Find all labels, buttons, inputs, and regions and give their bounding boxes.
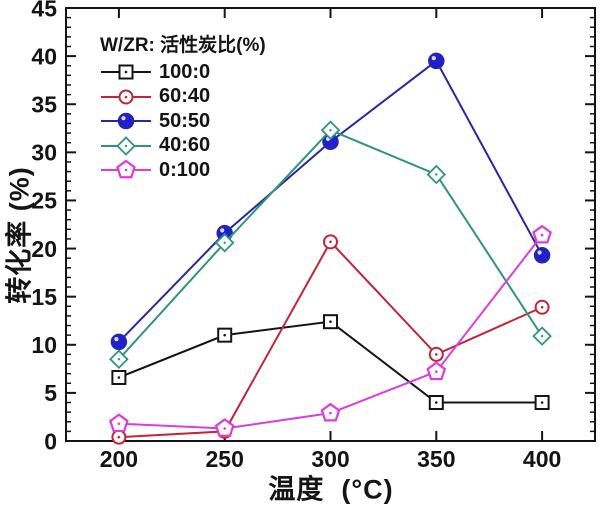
data-point-60:40-350 xyxy=(428,346,444,362)
legend-marker-circle-open xyxy=(101,89,151,105)
data-point-100:0-400 xyxy=(534,395,550,411)
y-tick-label: 40 xyxy=(31,43,57,69)
y-tick-label: 5 xyxy=(44,380,57,406)
data-point-50:50-350 xyxy=(428,52,445,70)
x-axis-title: 温度 (°C) xyxy=(268,474,394,505)
data-point-0:100-350 xyxy=(426,361,447,381)
legend-item-label: 50:50 xyxy=(159,109,211,132)
legend-items: 100:0 60:40 50:50 40:60 0:100 xyxy=(100,60,266,183)
y-tick-label: 20 xyxy=(31,236,57,262)
data-point-100:0-350 xyxy=(428,395,444,411)
data-point-0:100-200 xyxy=(109,413,129,433)
y-tick-label: 10 xyxy=(31,332,57,358)
plot-frame xyxy=(65,7,596,442)
y-tick-label: 15 xyxy=(31,284,57,310)
legend-marker-diamond-open xyxy=(101,135,151,156)
data-point-100:0-200 xyxy=(111,369,127,385)
x-tick-label: 300 xyxy=(311,446,349,472)
data-point-40:60-250 xyxy=(214,233,235,253)
data-point-40:60-350 xyxy=(426,164,447,185)
legend-item-100:0: 100:0 xyxy=(100,60,266,85)
data-point-60:40-200 xyxy=(111,429,127,445)
data-point-50:50-400 xyxy=(533,247,551,264)
data-point-60:40-400 xyxy=(534,299,550,315)
x-tick-label: 200 xyxy=(100,446,138,472)
y-tick-label: 0 xyxy=(44,428,57,454)
legend-marker-square-open xyxy=(101,64,151,80)
data-point-40:60-400 xyxy=(532,326,552,346)
legend-item-60:40: 60:40 xyxy=(100,85,266,110)
series-line-0:100 xyxy=(118,234,543,430)
legend-marker-circle-filled xyxy=(101,113,151,130)
data-point-0:100-250 xyxy=(214,418,235,437)
legend-item-label: 40:60 xyxy=(159,134,211,157)
legend-item-40:60: 40:60 xyxy=(100,134,266,159)
legend-item-label: 100:0 xyxy=(159,60,211,83)
y-tick-label: 45 xyxy=(31,0,57,21)
data-point-0:100-300 xyxy=(320,402,341,422)
y-axis-title: 转化率 (%) xyxy=(4,166,35,304)
y-tick-label: 35 xyxy=(31,92,57,118)
data-point-40:60-300 xyxy=(320,120,341,140)
data-point-100:0-250 xyxy=(217,327,233,343)
x-tick-label: 250 xyxy=(206,446,244,472)
y-tick-label: 25 xyxy=(31,188,57,214)
data-point-60:40-300 xyxy=(323,234,338,250)
x-tick-label: 400 xyxy=(523,446,561,472)
legend: W/ZR: 活性炭比(%) 100:0 60:40 50:50 40:60 0:100 xyxy=(100,30,266,183)
series-line-100:0 xyxy=(118,320,543,404)
data-point-100:0-300 xyxy=(323,314,338,330)
legend-item-label: 60:40 xyxy=(159,85,211,108)
legend-item-label: 0:100 xyxy=(159,158,211,181)
data-point-50:50-200 xyxy=(110,333,128,351)
legend-item-0:100: 0:100 xyxy=(100,158,266,183)
x-tick-label: 350 xyxy=(417,446,455,472)
legend-marker-pentagon-open xyxy=(101,159,151,179)
legend-item-50:50: 50:50 xyxy=(100,109,266,134)
y-tick-label: 30 xyxy=(31,140,57,166)
data-point-0:100-400 xyxy=(532,224,552,244)
legend-title: W/ZR: 活性炭比(%) xyxy=(100,35,266,56)
data-point-40:60-200 xyxy=(109,349,129,369)
